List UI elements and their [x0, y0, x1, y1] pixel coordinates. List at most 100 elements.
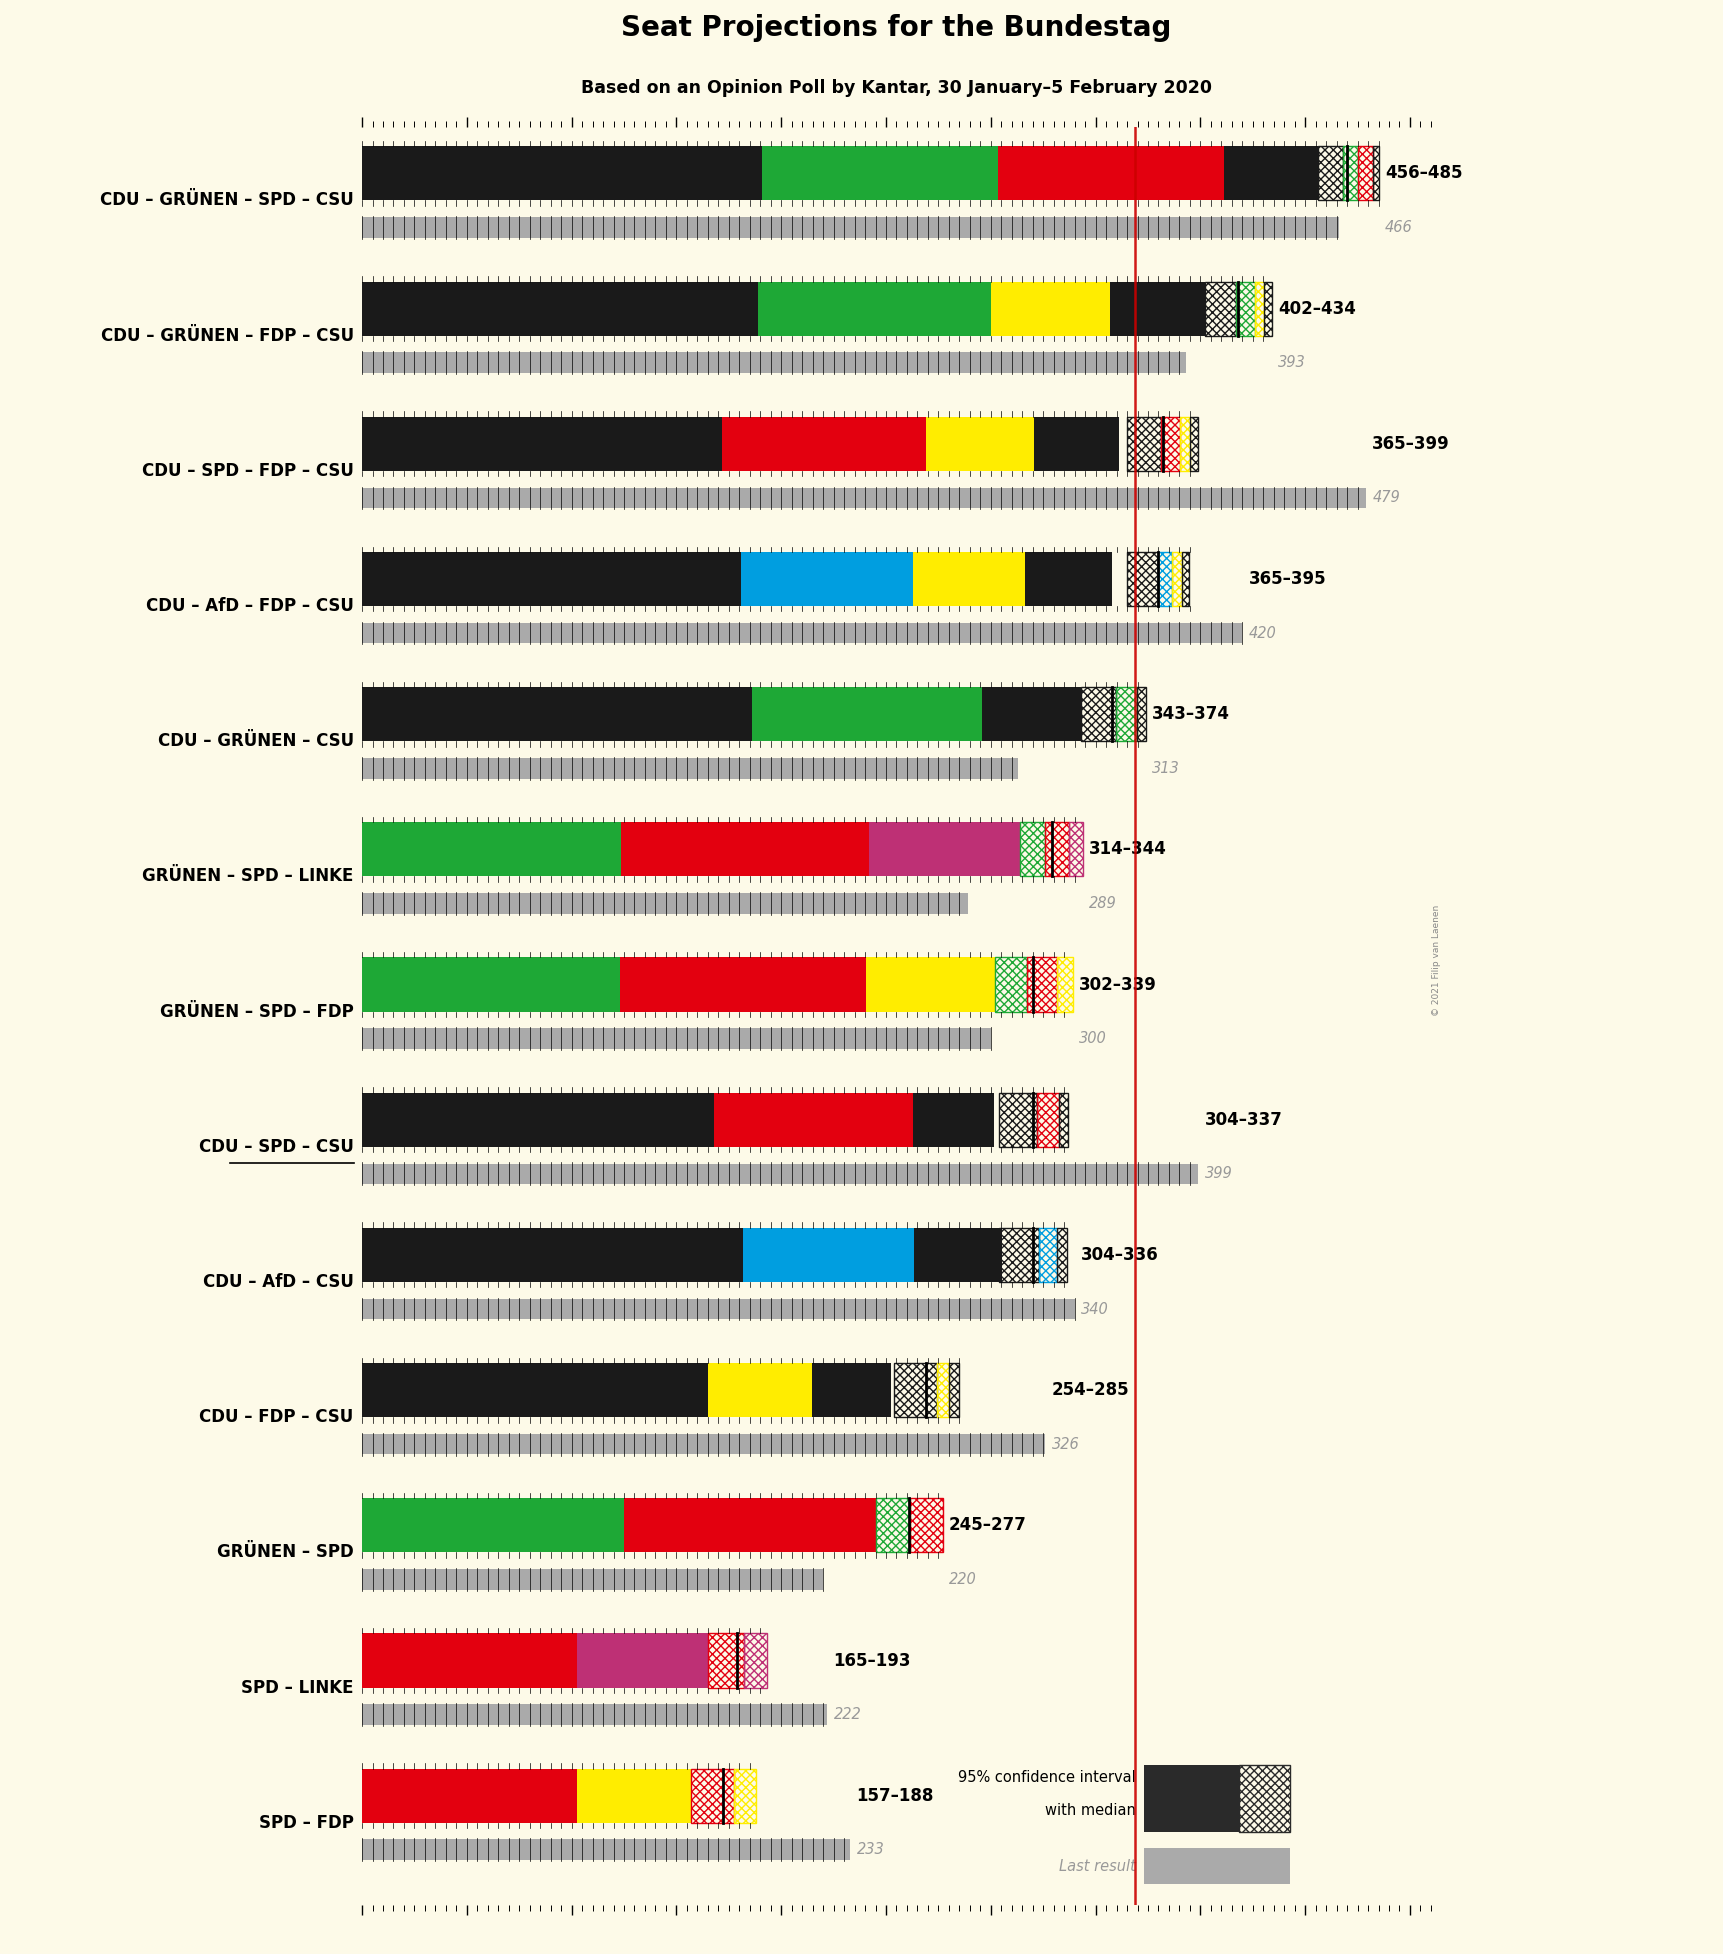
Bar [362, 1364, 708, 1417]
Bar [362, 1569, 822, 1591]
Bar [1158, 551, 1172, 606]
Bar [1180, 551, 1187, 606]
Bar [362, 893, 967, 914]
Bar [911, 551, 1025, 606]
Bar [1189, 416, 1197, 471]
Bar [868, 823, 1020, 877]
Bar [949, 1364, 958, 1417]
Bar [1039, 1227, 1056, 1282]
Bar [620, 823, 868, 877]
Bar [362, 758, 1018, 778]
Bar [936, 1364, 949, 1417]
Bar [362, 281, 758, 336]
Text: CDU – GRÜNEN – FDP – CSU: CDU – GRÜNEN – FDP – CSU [100, 326, 353, 344]
Text: GRÜNEN – SPD – FDP: GRÜNEN – SPD – FDP [160, 1002, 353, 1020]
Bar [913, 1227, 1001, 1282]
Bar [1110, 281, 1204, 336]
Bar [1127, 551, 1158, 606]
Bar [1020, 823, 1044, 877]
Text: 304–337: 304–337 [1204, 1110, 1282, 1129]
Bar [362, 823, 620, 877]
Bar [362, 1839, 849, 1860]
Bar [1080, 688, 1115, 741]
Bar [362, 1434, 1044, 1454]
FancyBboxPatch shape [1144, 1848, 1289, 1884]
Text: 220: 220 [948, 1571, 975, 1587]
Bar [1137, 688, 1146, 741]
Bar [1342, 147, 1358, 201]
Bar [751, 688, 982, 741]
Bar [691, 1768, 732, 1823]
Text: 456–485: 456–485 [1384, 164, 1461, 182]
Bar [1372, 147, 1378, 201]
Text: 313: 313 [1151, 760, 1179, 776]
Bar [1056, 957, 1072, 1012]
Bar [910, 1499, 942, 1551]
Text: CDU – AfD – CSU: CDU – AfD – CSU [203, 1272, 353, 1292]
Bar [982, 688, 1080, 741]
Text: 304–336: 304–336 [1080, 1247, 1158, 1264]
Bar [925, 416, 1034, 471]
Text: CDU – AfD – FDP – CSU: CDU – AfD – FDP – CSU [146, 598, 353, 616]
Bar [362, 957, 619, 1012]
Text: 233: 233 [856, 1843, 884, 1858]
Text: GRÜNEN – SPD: GRÜNEN – SPD [217, 1544, 353, 1561]
Bar [741, 551, 911, 606]
Bar [894, 1364, 936, 1417]
Bar [362, 623, 1242, 643]
Bar [1127, 416, 1160, 471]
Bar [744, 1634, 767, 1688]
Bar [362, 551, 741, 606]
Bar [362, 1163, 1197, 1184]
Bar [758, 281, 991, 336]
Text: 399: 399 [1204, 1167, 1232, 1182]
Bar [1058, 1092, 1067, 1147]
Bar [362, 1499, 624, 1551]
Bar [708, 1634, 744, 1688]
Text: with median: with median [1044, 1804, 1135, 1819]
Bar [998, 147, 1223, 201]
Bar [1358, 147, 1372, 201]
Bar [722, 416, 925, 471]
Bar [577, 1768, 691, 1823]
Bar [362, 217, 1339, 238]
Bar [1068, 823, 1082, 877]
Bar [362, 1704, 827, 1725]
Bar [875, 1499, 910, 1551]
Text: Based on an Opinion Poll by Kantar, 30 January–5 February 2020: Based on an Opinion Poll by Kantar, 30 J… [581, 78, 1211, 98]
Text: Last result: Last result [1058, 1858, 1135, 1874]
Bar [999, 1092, 1037, 1147]
Text: 420: 420 [1247, 625, 1275, 641]
Bar [1263, 281, 1272, 336]
Text: CDU – GRÜNEN – SPD – CSU: CDU – GRÜNEN – SPD – CSU [100, 191, 353, 209]
Bar [762, 147, 998, 201]
Text: 254–285: 254–285 [1051, 1381, 1129, 1399]
Text: 245–277: 245–277 [948, 1516, 1027, 1534]
Bar [708, 1364, 812, 1417]
Text: 326: 326 [1051, 1436, 1079, 1452]
Bar [732, 1768, 756, 1823]
Bar [1034, 416, 1118, 471]
Bar [1044, 823, 1068, 877]
Bar [999, 1227, 1039, 1282]
Bar [577, 1634, 708, 1688]
Bar [1235, 281, 1254, 336]
Bar [1179, 416, 1189, 471]
Text: SPD – FDP: SPD – FDP [258, 1813, 353, 1831]
Bar [362, 1227, 743, 1282]
Bar [1037, 1092, 1058, 1147]
Text: 314–344: 314–344 [1089, 840, 1166, 858]
Bar [1160, 416, 1179, 471]
Bar [362, 1299, 1073, 1319]
Text: 300: 300 [1079, 1032, 1106, 1045]
Bar [1172, 551, 1180, 606]
Bar [865, 957, 994, 1012]
Bar [1204, 281, 1235, 336]
Bar [362, 488, 1365, 508]
FancyBboxPatch shape [1144, 1764, 1239, 1833]
Text: 365–399: 365–399 [1372, 434, 1449, 453]
Bar [812, 1364, 891, 1417]
Text: 365–395: 365–395 [1247, 571, 1325, 588]
Text: 466: 466 [1384, 221, 1411, 234]
Bar [362, 1634, 577, 1688]
